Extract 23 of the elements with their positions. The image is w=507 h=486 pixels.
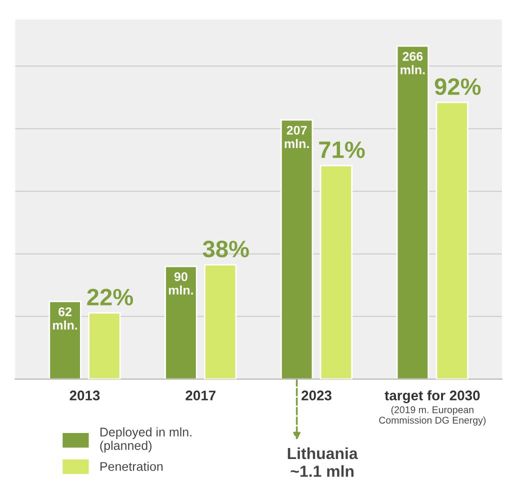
- data-label: 90 mln.: [168, 272, 193, 294]
- data-label: 22%: [87, 288, 134, 306]
- x-tick-label: 2013: [70, 390, 100, 400]
- data-label: 62 mln.: [53, 307, 78, 330]
- bar: [320, 164, 353, 380]
- legend-label: Deployed in mln. (planned): [100, 427, 192, 452]
- x-tick-label: 2017: [186, 390, 216, 400]
- bar: [396, 45, 430, 380]
- bar: [88, 312, 121, 380]
- bar: [164, 266, 198, 380]
- legend-label: Penetration: [100, 462, 163, 471]
- data-label: 71%: [319, 141, 365, 158]
- bar: [48, 300, 82, 380]
- x-tick-label: 2023: [302, 390, 332, 400]
- data-label: 207 mln.: [284, 126, 309, 148]
- text: Lithuania ~1.1 mln: [288, 447, 358, 477]
- data-label: 92%: [434, 78, 481, 95]
- data-label: 266 mln.: [400, 52, 425, 74]
- bar: [436, 102, 468, 380]
- data-label: 38%: [202, 240, 249, 258]
- text: (2019 m. European Commission DG Energy): [379, 406, 486, 426]
- x-tick-label: target for 2030: [384, 390, 480, 404]
- bar: [204, 264, 237, 380]
